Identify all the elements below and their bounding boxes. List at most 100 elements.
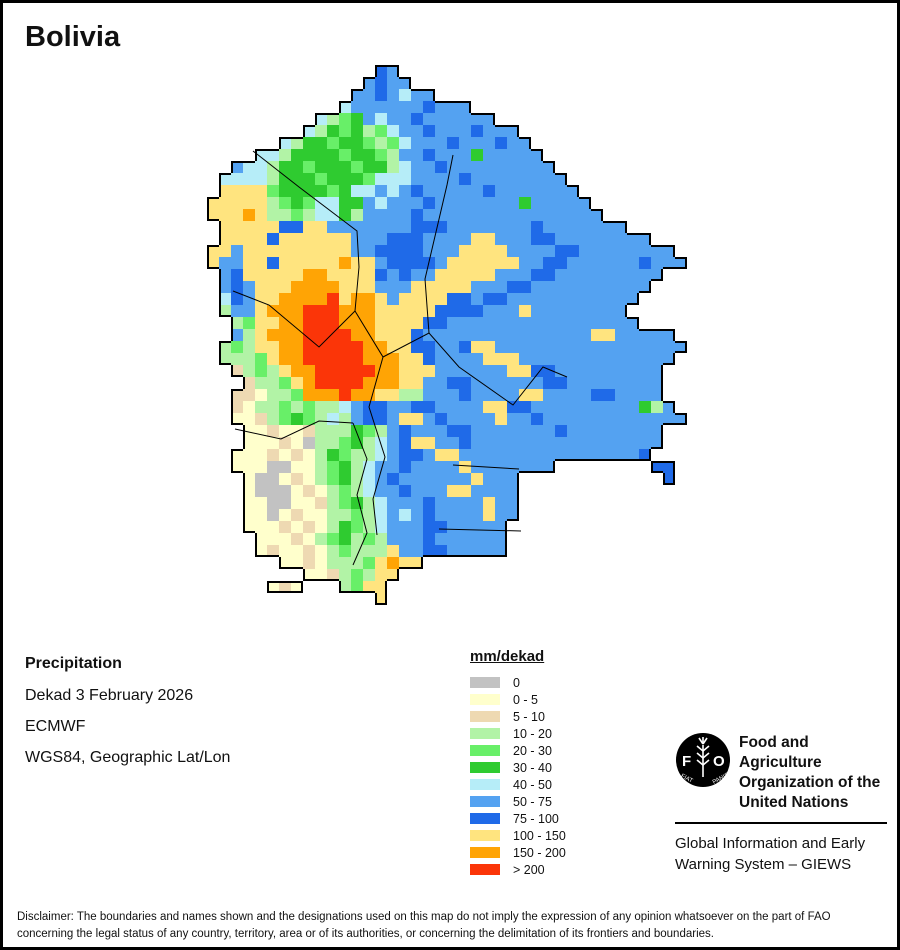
map-cell	[435, 173, 447, 185]
map-cell	[279, 485, 291, 497]
map-cell	[435, 341, 447, 353]
map-cell	[363, 521, 375, 533]
map-cell	[507, 329, 519, 341]
map-cell	[651, 437, 663, 449]
map-cell	[387, 377, 399, 389]
map-cell	[267, 317, 279, 329]
map-cell	[495, 533, 507, 545]
map-cell	[387, 473, 399, 485]
map-cell	[399, 209, 411, 221]
map-cell	[567, 209, 579, 221]
map-cell	[555, 185, 567, 197]
map-cell	[255, 317, 267, 329]
legend-label: 0 - 5	[513, 692, 539, 707]
map-cell	[387, 425, 399, 437]
map-cell	[579, 449, 591, 461]
map-cell	[267, 329, 279, 341]
precipitation-map	[207, 65, 687, 605]
map-cell	[459, 101, 471, 113]
map-cell	[663, 401, 675, 413]
map-cell	[507, 269, 519, 281]
map-cell	[243, 305, 255, 317]
map-cell	[255, 341, 267, 353]
map-cell	[327, 245, 339, 257]
map-cell	[603, 317, 615, 329]
map-cell	[615, 305, 627, 317]
map-cell	[459, 341, 471, 353]
map-cell	[555, 197, 567, 209]
map-cell	[471, 329, 483, 341]
map-cell	[495, 149, 507, 161]
map-cell	[255, 197, 267, 209]
map-cell	[363, 173, 375, 185]
map-cell	[327, 377, 339, 389]
map-cell	[327, 197, 339, 209]
map-cell	[615, 281, 627, 293]
map-cell	[375, 257, 387, 269]
map-cell	[375, 341, 387, 353]
map-cell	[291, 557, 303, 569]
map-cell	[267, 341, 279, 353]
legend-label: 20 - 30	[513, 743, 552, 758]
legend-label: 150 - 200	[513, 845, 566, 860]
map-cell	[567, 413, 579, 425]
legend-item: > 200	[470, 861, 566, 878]
map-cell	[231, 401, 243, 413]
map-cell	[423, 353, 435, 365]
map-cell	[411, 185, 423, 197]
map-cell	[387, 173, 399, 185]
map-cell	[399, 557, 411, 569]
map-cell	[351, 305, 363, 317]
map-cell	[435, 545, 447, 557]
map-cell	[267, 473, 279, 485]
legend-title: mm/dekad	[470, 648, 545, 665]
map-cell	[207, 209, 219, 221]
map-cell	[351, 221, 363, 233]
map-cell	[447, 497, 459, 509]
map-cell	[531, 185, 543, 197]
map-cell	[639, 245, 651, 257]
map-cell	[591, 269, 603, 281]
legend-swatch	[470, 847, 500, 858]
map-cell	[279, 197, 291, 209]
fao-logo-letter-o: O	[713, 753, 725, 770]
map-cell	[495, 497, 507, 509]
map-cell	[279, 365, 291, 377]
map-cell	[351, 113, 363, 125]
map-cell	[411, 521, 423, 533]
map-cell	[315, 341, 327, 353]
map-cell	[627, 269, 639, 281]
map-cell	[231, 461, 243, 473]
map-cell	[435, 377, 447, 389]
map-cell	[495, 305, 507, 317]
map-cell	[411, 257, 423, 269]
map-cell	[315, 557, 327, 569]
map-cell	[339, 125, 351, 137]
map-cell	[315, 449, 327, 461]
map-cell	[651, 245, 663, 257]
map-cell	[291, 533, 303, 545]
map-cell	[459, 485, 471, 497]
map-cell	[483, 269, 495, 281]
map-cell	[387, 257, 399, 269]
map-cell	[255, 497, 267, 509]
map-cell	[615, 425, 627, 437]
map-cell	[279, 545, 291, 557]
map-cell	[375, 557, 387, 569]
map-cell	[303, 209, 315, 221]
map-cell	[279, 461, 291, 473]
map-cell	[471, 305, 483, 317]
map-cell	[243, 173, 255, 185]
map-cell	[339, 377, 351, 389]
map-cell	[483, 449, 495, 461]
map-cell	[495, 377, 507, 389]
map-cell	[663, 413, 675, 425]
map-cell	[255, 257, 267, 269]
map-cell	[327, 173, 339, 185]
map-cell	[339, 209, 351, 221]
map-cell	[519, 377, 531, 389]
map-cell	[243, 197, 255, 209]
map-cell	[243, 353, 255, 365]
map-cell	[363, 389, 375, 401]
map-cell	[363, 341, 375, 353]
